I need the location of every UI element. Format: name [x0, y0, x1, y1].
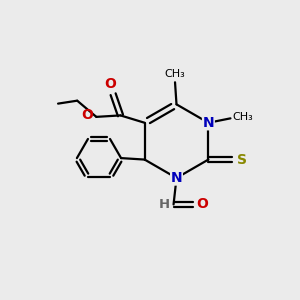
Text: CH₃: CH₃ [232, 112, 253, 122]
Text: CH₃: CH₃ [165, 69, 185, 79]
Text: O: O [196, 197, 208, 212]
Text: N: N [202, 116, 214, 130]
Text: S: S [237, 153, 247, 166]
Text: N: N [171, 171, 182, 185]
Text: O: O [82, 108, 93, 122]
Text: O: O [104, 77, 116, 91]
Text: H: H [159, 198, 170, 211]
